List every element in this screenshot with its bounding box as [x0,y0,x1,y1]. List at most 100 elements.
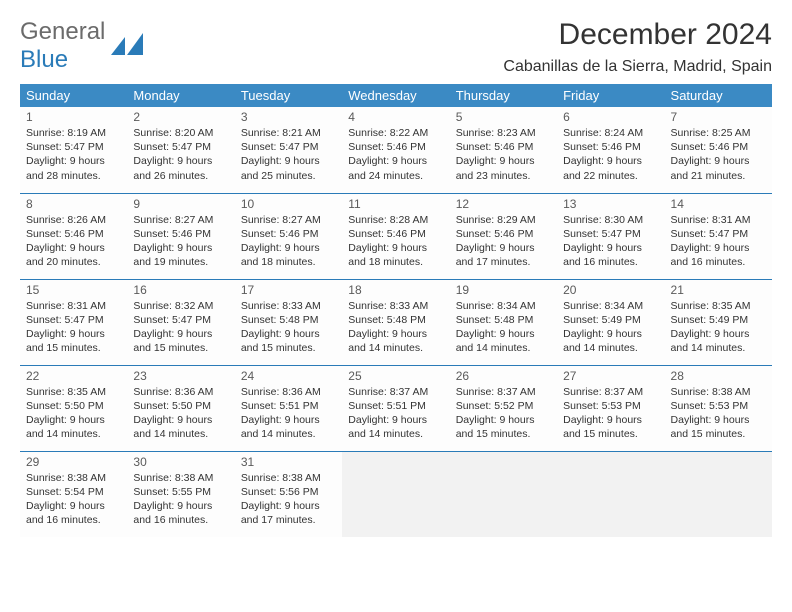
day-number: 18 [348,283,443,297]
calendar-day-cell: 7 Sunrise: 8:25 AMSunset: 5:46 PMDaylight… [665,107,772,193]
calendar-day-cell: 3Sunrise: 8:21 AMSunset: 5:47 PMDaylight… [235,107,342,193]
calendar-day-cell: 20 Sunrise: 8:34 AMSunset: 5:49 PMDayligh… [557,279,664,365]
weekday-header: Thursday [450,84,557,107]
day-info: Sunrise: 8:37 AMSunset: 5:51 PMDaylight:… [348,385,443,442]
calendar-day-cell: 29 Sunrise: 8:38 AMSunset: 5:54 PMDayligh… [20,451,127,537]
day-info: Sunrise: 8:33 AMSunset: 5:48 PMDaylight:… [348,299,443,356]
day-info: Sunrise: 8:36 AMSunset: 5:51 PMDaylight:… [241,385,336,442]
day-info: Sunrise: 8:31 AMSunset: 5:47 PMDaylight:… [671,213,766,270]
day-info: Sunrise: 8:37 AMSunset: 5:52 PMDaylight:… [456,385,551,442]
day-number: 21 [671,283,766,297]
day-info: Sunrise: 8:38 AMSunset: 5:56 PMDaylight:… [241,471,336,528]
calendar-day-cell: 6 Sunrise: 8:24 AMSunset: 5:46 PMDaylight… [557,107,664,193]
weekday-header: Saturday [665,84,772,107]
day-number: 12 [456,197,551,211]
day-info: Sunrise: 8:30 AMSunset: 5:47 PMDaylight:… [563,213,658,270]
calendar-day-cell: 14Sunrise: 8:31 AMSunset: 5:47 PMDayligh… [665,193,772,279]
calendar-day-cell: 27 Sunrise: 8:37 AMSunset: 5:53 PMDayligh… [557,365,664,451]
day-number: 30 [133,455,228,469]
weekday-header: Monday [127,84,234,107]
title-block: December 2024 Cabanillas de la Sierra, M… [503,18,772,76]
calendar-day-cell: 22 Sunrise: 8:35 AMSunset: 5:50 PMDayligh… [20,365,127,451]
day-info: Sunrise: 8:19 AMSunset: 5:47 PMDaylight:… [26,126,121,183]
day-number: 6 [563,110,658,124]
day-number: 13 [563,197,658,211]
calendar-day-cell: 5 Sunrise: 8:23 AMSunset: 5:46 PMDaylight… [450,107,557,193]
calendar-day-cell: 9Sunrise: 8:27 AMSunset: 5:46 PMDaylight… [127,193,234,279]
day-info: Sunrise: 8:27 AMSunset: 5:46 PMDaylight:… [133,213,228,270]
calendar-day-cell: 2 Sunrise: 8:20 AMSunset: 5:47 PMDaylight… [127,107,234,193]
weekday-header: Sunday [20,84,127,107]
day-number: 5 [456,110,551,124]
calendar-day-cell: 10 Sunrise: 8:27 AMSunset: 5:46 PMDayligh… [235,193,342,279]
day-number: 22 [26,369,121,383]
calendar-day-cell: 30Sunrise: 8:38 AMSunset: 5:55 PMDayligh… [127,451,234,537]
day-number: 11 [348,197,443,211]
day-info: Sunrise: 8:35 AMSunset: 5:50 PMDaylight:… [26,385,121,442]
day-number: 29 [26,455,121,469]
day-info: Sunrise: 8:37 AMSunset: 5:53 PMDaylight:… [563,385,658,442]
brand-text-2: Blue [20,46,68,73]
day-number: 8 [26,197,121,211]
calendar-day-cell: 28Sunrise: 8:38 AMSunset: 5:53 PMDayligh… [665,365,772,451]
calendar-day-cell: 8 Sunrise: 8:26 AMSunset: 5:46 PMDaylight… [20,193,127,279]
calendar-day-cell: 19Sunrise: 8:34 AMSunset: 5:48 PMDayligh… [450,279,557,365]
day-number: 4 [348,110,443,124]
weekday-header-row: SundayMondayTuesdayWednesdayThursdayFrid… [20,84,772,107]
day-info: Sunrise: 8:34 AMSunset: 5:48 PMDaylight:… [456,299,551,356]
brand-text: General Blue [20,18,105,74]
day-info: Sunrise: 8:38 AMSunset: 5:54 PMDaylight:… [26,471,121,528]
weekday-header: Wednesday [342,84,449,107]
calendar-day-cell: 4Sunrise: 8:22 AMSunset: 5:46 PMDaylight… [342,107,449,193]
day-number: 27 [563,369,658,383]
day-number: 24 [241,369,336,383]
day-number: 2 [133,110,228,124]
calendar-day-cell: 1Sunrise: 8:19 AMSunset: 5:47 PMDaylight… [20,107,127,193]
day-info: Sunrise: 8:26 AMSunset: 5:46 PMDaylight:… [26,213,121,270]
calendar-day-cell: 17 Sunrise: 8:33 AMSunset: 5:48 PMDayligh… [235,279,342,365]
calendar-day-cell: 12 Sunrise: 8:29 AMSunset: 5:46 PMDayligh… [450,193,557,279]
day-info: Sunrise: 8:36 AMSunset: 5:50 PMDaylight:… [133,385,228,442]
calendar-empty-cell [450,451,557,537]
calendar-day-cell: 25 Sunrise: 8:37 AMSunset: 5:51 PMDayligh… [342,365,449,451]
day-info: Sunrise: 8:28 AMSunset: 5:46 PMDaylight:… [348,213,443,270]
day-info: Sunrise: 8:31 AMSunset: 5:47 PMDaylight:… [26,299,121,356]
day-info: Sunrise: 8:20 AMSunset: 5:47 PMDaylight:… [133,126,228,183]
day-number: 25 [348,369,443,383]
day-number: 20 [563,283,658,297]
day-number: 17 [241,283,336,297]
calendar-day-cell: 16 Sunrise: 8:32 AMSunset: 5:47 PMDayligh… [127,279,234,365]
brand-mark-icon [111,33,145,60]
calendar-day-cell: 26 Sunrise: 8:37 AMSunset: 5:52 PMDayligh… [450,365,557,451]
day-number: 26 [456,369,551,383]
calendar-day-cell: 24 Sunrise: 8:36 AMSunset: 5:51 PMDayligh… [235,365,342,451]
calendar-week-row: 8 Sunrise: 8:26 AMSunset: 5:46 PMDaylight… [20,193,772,279]
day-info: Sunrise: 8:24 AMSunset: 5:46 PMDaylight:… [563,126,658,183]
weekday-header: Friday [557,84,664,107]
calendar-day-cell: 31 Sunrise: 8:38 AMSunset: 5:56 PMDayligh… [235,451,342,537]
day-info: Sunrise: 8:33 AMSunset: 5:48 PMDaylight:… [241,299,336,356]
day-info: Sunrise: 8:27 AMSunset: 5:46 PMDaylight:… [241,213,336,270]
calendar-table: SundayMondayTuesdayWednesdayThursdayFrid… [20,84,772,537]
day-number: 15 [26,283,121,297]
day-info: Sunrise: 8:25 AMSunset: 5:46 PMDaylight:… [671,126,766,183]
calendar-day-cell: 11 Sunrise: 8:28 AMSunset: 5:46 PMDayligh… [342,193,449,279]
day-number: 31 [241,455,336,469]
month-title: December 2024 [503,18,772,52]
day-info: Sunrise: 8:21 AMSunset: 5:47 PMDaylight:… [241,126,336,183]
day-info: Sunrise: 8:34 AMSunset: 5:49 PMDaylight:… [563,299,658,356]
day-info: Sunrise: 8:32 AMSunset: 5:47 PMDaylight:… [133,299,228,356]
weekday-header: Tuesday [235,84,342,107]
day-number: 7 [671,110,766,124]
calendar-week-row: 22 Sunrise: 8:35 AMSunset: 5:50 PMDayligh… [20,365,772,451]
day-info: Sunrise: 8:29 AMSunset: 5:46 PMDaylight:… [456,213,551,270]
calendar-week-row: 15 Sunrise: 8:31 AMSunset: 5:47 PMDayligh… [20,279,772,365]
calendar-day-cell: 21Sunrise: 8:35 AMSunset: 5:49 PMDayligh… [665,279,772,365]
header: General Blue December 2024 Cabanillas de… [20,18,772,76]
day-info: Sunrise: 8:23 AMSunset: 5:46 PMDaylight:… [456,126,551,183]
calendar-day-cell: 13 Sunrise: 8:30 AMSunset: 5:47 PMDayligh… [557,193,664,279]
calendar-week-row: 29 Sunrise: 8:38 AMSunset: 5:54 PMDayligh… [20,451,772,537]
day-number: 23 [133,369,228,383]
day-number: 10 [241,197,336,211]
day-number: 16 [133,283,228,297]
